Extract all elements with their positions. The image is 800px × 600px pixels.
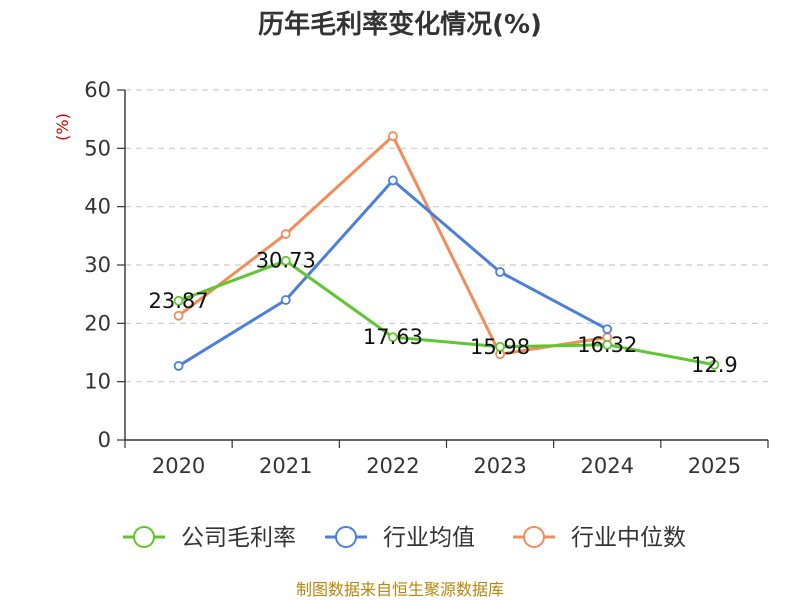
data-label: 23.87 <box>149 289 209 313</box>
data-point[interactable] <box>280 229 291 239</box>
data-point[interactable] <box>173 295 184 306</box>
x-tick-label: 2024 <box>581 454 634 478</box>
legend-item[interactable]: 行业中位数 <box>513 525 686 551</box>
y-tick-label: 20 <box>84 311 111 335</box>
data-label: 16.32 <box>577 333 637 357</box>
legend-marker <box>523 526 545 548</box>
chart-title: 历年毛利率变化情况(%) <box>258 9 542 40</box>
legend-marker <box>133 526 155 548</box>
y-tick-label: 10 <box>84 370 111 394</box>
y-tick-label: 40 <box>84 195 111 219</box>
x-tick-label: 2023 <box>473 454 526 478</box>
axes: 0 10 20 30 40 50 60 2020 2021 2022 2023 2024 2025 <box>84 78 769 478</box>
data-point[interactable] <box>280 295 291 305</box>
series-line-0 <box>178 259 715 367</box>
series-layer <box>173 131 720 371</box>
y-unit-label: (%) <box>53 113 72 141</box>
y-tick-label: 50 <box>84 136 111 160</box>
data-point[interactable] <box>709 359 720 370</box>
data-labels: 23.87 30.73 17.63 15.98 16.32 12.9 <box>149 249 738 377</box>
x-tick-label: 2022 <box>366 454 419 478</box>
x-tick-label: 2025 <box>688 454 741 478</box>
data-label: 12.9 <box>691 353 738 377</box>
series-line-2 <box>177 134 608 356</box>
data-point[interactable] <box>602 339 613 350</box>
data-point[interactable] <box>495 341 505 352</box>
legend-label: 行业均值 <box>383 525 475 551</box>
data-point[interactable] <box>495 267 505 277</box>
legend-marker <box>335 526 357 548</box>
data-point[interactable] <box>388 131 398 141</box>
x-tick-label: 2020 <box>152 454 205 478</box>
y-tick-label: 0 <box>98 428 111 452</box>
legend[interactable]: 公司毛利率 行业均值 行业中位数 <box>123 525 686 551</box>
data-label: 30.73 <box>256 249 316 273</box>
data-point[interactable] <box>173 361 184 371</box>
source-note: 制图数据来自恒生聚源数据库 <box>296 580 504 599</box>
grid-lines <box>125 89 768 383</box>
x-tick-label: 2021 <box>259 454 312 478</box>
legend-item[interactable]: 行业均值 <box>325 525 475 551</box>
data-point[interactable] <box>388 175 398 186</box>
data-point[interactable] <box>602 324 613 335</box>
data-label: 15.98 <box>470 335 530 359</box>
data-point[interactable] <box>388 332 398 343</box>
data-point[interactable] <box>173 310 184 321</box>
legend-label: 公司毛利率 <box>181 525 296 551</box>
legend-label: 行业中位数 <box>571 525 686 551</box>
y-tick-label: 30 <box>84 253 111 277</box>
legend-item[interactable]: 公司毛利率 <box>123 525 296 551</box>
data-label: 17.63 <box>363 325 423 349</box>
y-tick-label: 60 <box>84 78 111 102</box>
data-point[interactable] <box>280 255 291 266</box>
